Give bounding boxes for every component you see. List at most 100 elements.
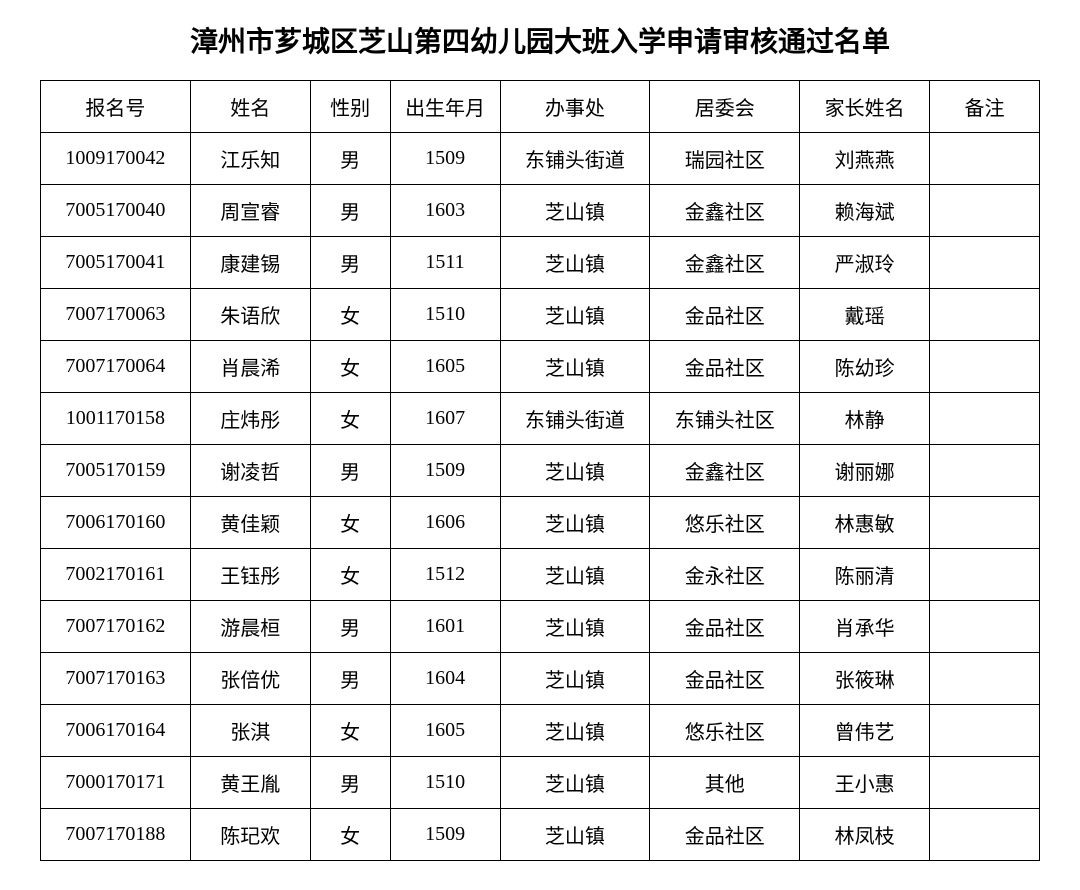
col-header-id: 报名号 xyxy=(41,81,191,133)
cell-committee: 瑞园社区 xyxy=(650,133,800,185)
cell-gender: 女 xyxy=(310,289,390,341)
cell-id: 7007170163 xyxy=(41,653,191,705)
cell-name: 康建锡 xyxy=(190,237,310,289)
cell-committee: 东铺头社区 xyxy=(650,393,800,445)
table-row: 7000170171黄王胤男1510芝山镇其他王小惠 xyxy=(41,757,1040,809)
cell-birth: 1509 xyxy=(390,133,500,185)
table-row: 7006170160黄佳颖女1606芝山镇悠乐社区林惠敏 xyxy=(41,497,1040,549)
cell-gender: 女 xyxy=(310,549,390,601)
col-header-office: 办事处 xyxy=(500,81,650,133)
cell-parent: 张筱琳 xyxy=(800,653,930,705)
table-row: 7002170161王钰彤女1512芝山镇金永社区陈丽清 xyxy=(41,549,1040,601)
table-row: 7007170162游晨桓男1601芝山镇金品社区肖承华 xyxy=(41,601,1040,653)
table-row: 7007170063朱语欣女1510芝山镇金品社区戴瑶 xyxy=(41,289,1040,341)
cell-gender: 男 xyxy=(310,445,390,497)
cell-remark xyxy=(930,705,1040,757)
cell-remark xyxy=(930,809,1040,861)
table-row: 7006170164张淇女1605芝山镇悠乐社区曾伟艺 xyxy=(41,705,1040,757)
cell-committee: 金品社区 xyxy=(650,289,800,341)
cell-id: 7007170188 xyxy=(41,809,191,861)
cell-id: 7005170159 xyxy=(41,445,191,497)
cell-committee: 其他 xyxy=(650,757,800,809)
cell-office: 芝山镇 xyxy=(500,809,650,861)
cell-birth: 1605 xyxy=(390,705,500,757)
cell-remark xyxy=(930,133,1040,185)
cell-parent: 赖海斌 xyxy=(800,185,930,237)
page-title: 漳州市芗城区芝山第四幼儿园大班入学申请审核通过名单 xyxy=(40,20,1040,60)
table-row: 1001170158庄炜彤女1607东铺头街道东铺头社区林静 xyxy=(41,393,1040,445)
cell-birth: 1601 xyxy=(390,601,500,653)
cell-name: 庄炜彤 xyxy=(190,393,310,445)
cell-remark xyxy=(930,601,1040,653)
cell-committee: 金品社区 xyxy=(650,809,800,861)
cell-id: 7007170063 xyxy=(41,289,191,341)
table-row: 7007170188陈玘欢女1509芝山镇金品社区林凤枝 xyxy=(41,809,1040,861)
cell-office: 芝山镇 xyxy=(500,705,650,757)
cell-name: 朱语欣 xyxy=(190,289,310,341)
cell-parent: 陈幼珍 xyxy=(800,341,930,393)
cell-office: 芝山镇 xyxy=(500,549,650,601)
cell-gender: 女 xyxy=(310,393,390,445)
cell-office: 芝山镇 xyxy=(500,601,650,653)
cell-name: 肖晨浠 xyxy=(190,341,310,393)
cell-parent: 严淑玲 xyxy=(800,237,930,289)
cell-birth: 1607 xyxy=(390,393,500,445)
table-row: 7007170163张倍优男1604芝山镇金品社区张筱琳 xyxy=(41,653,1040,705)
cell-parent: 刘燕燕 xyxy=(800,133,930,185)
cell-parent: 林静 xyxy=(800,393,930,445)
cell-birth: 1510 xyxy=(390,289,500,341)
cell-remark xyxy=(930,393,1040,445)
cell-birth: 1606 xyxy=(390,497,500,549)
cell-office: 芝山镇 xyxy=(500,341,650,393)
cell-name: 黄王胤 xyxy=(190,757,310,809)
cell-id: 7006170164 xyxy=(41,705,191,757)
cell-office: 芝山镇 xyxy=(500,237,650,289)
cell-name: 黄佳颖 xyxy=(190,497,310,549)
table-row: 7005170159谢凌哲男1509芝山镇金鑫社区谢丽娜 xyxy=(41,445,1040,497)
table-row: 7007170064肖晨浠女1605芝山镇金品社区陈幼珍 xyxy=(41,341,1040,393)
cell-birth: 1509 xyxy=(390,809,500,861)
cell-id: 7000170171 xyxy=(41,757,191,809)
cell-office: 芝山镇 xyxy=(500,497,650,549)
cell-name: 游晨桓 xyxy=(190,601,310,653)
cell-parent: 谢丽娜 xyxy=(800,445,930,497)
cell-id: 7007170162 xyxy=(41,601,191,653)
cell-remark xyxy=(930,653,1040,705)
cell-id: 1001170158 xyxy=(41,393,191,445)
cell-committee: 金鑫社区 xyxy=(650,445,800,497)
cell-office: 芝山镇 xyxy=(500,757,650,809)
col-header-parent: 家长姓名 xyxy=(800,81,930,133)
cell-remark xyxy=(930,341,1040,393)
cell-parent: 戴瑶 xyxy=(800,289,930,341)
cell-birth: 1603 xyxy=(390,185,500,237)
cell-gender: 女 xyxy=(310,341,390,393)
cell-remark xyxy=(930,549,1040,601)
cell-birth: 1605 xyxy=(390,341,500,393)
cell-birth: 1511 xyxy=(390,237,500,289)
cell-id: 7005170040 xyxy=(41,185,191,237)
cell-name: 张倍优 xyxy=(190,653,310,705)
col-header-birth: 出生年月 xyxy=(390,81,500,133)
cell-committee: 悠乐社区 xyxy=(650,705,800,757)
cell-id: 7005170041 xyxy=(41,237,191,289)
cell-gender: 男 xyxy=(310,237,390,289)
cell-name: 周宣睿 xyxy=(190,185,310,237)
cell-remark xyxy=(930,757,1040,809)
cell-gender: 男 xyxy=(310,653,390,705)
cell-id: 7002170161 xyxy=(41,549,191,601)
col-header-gender: 性别 xyxy=(310,81,390,133)
cell-remark xyxy=(930,237,1040,289)
cell-gender: 男 xyxy=(310,133,390,185)
table-row: 7005170040周宣睿男1603芝山镇金鑫社区赖海斌 xyxy=(41,185,1040,237)
cell-name: 江乐知 xyxy=(190,133,310,185)
cell-committee: 金品社区 xyxy=(650,653,800,705)
cell-gender: 女 xyxy=(310,497,390,549)
cell-committee: 金永社区 xyxy=(650,549,800,601)
col-header-name: 姓名 xyxy=(190,81,310,133)
cell-parent: 肖承华 xyxy=(800,601,930,653)
cell-office: 东铺头街道 xyxy=(500,393,650,445)
cell-name: 王钰彤 xyxy=(190,549,310,601)
cell-office: 东铺头街道 xyxy=(500,133,650,185)
cell-gender: 男 xyxy=(310,601,390,653)
cell-parent: 曾伟艺 xyxy=(800,705,930,757)
